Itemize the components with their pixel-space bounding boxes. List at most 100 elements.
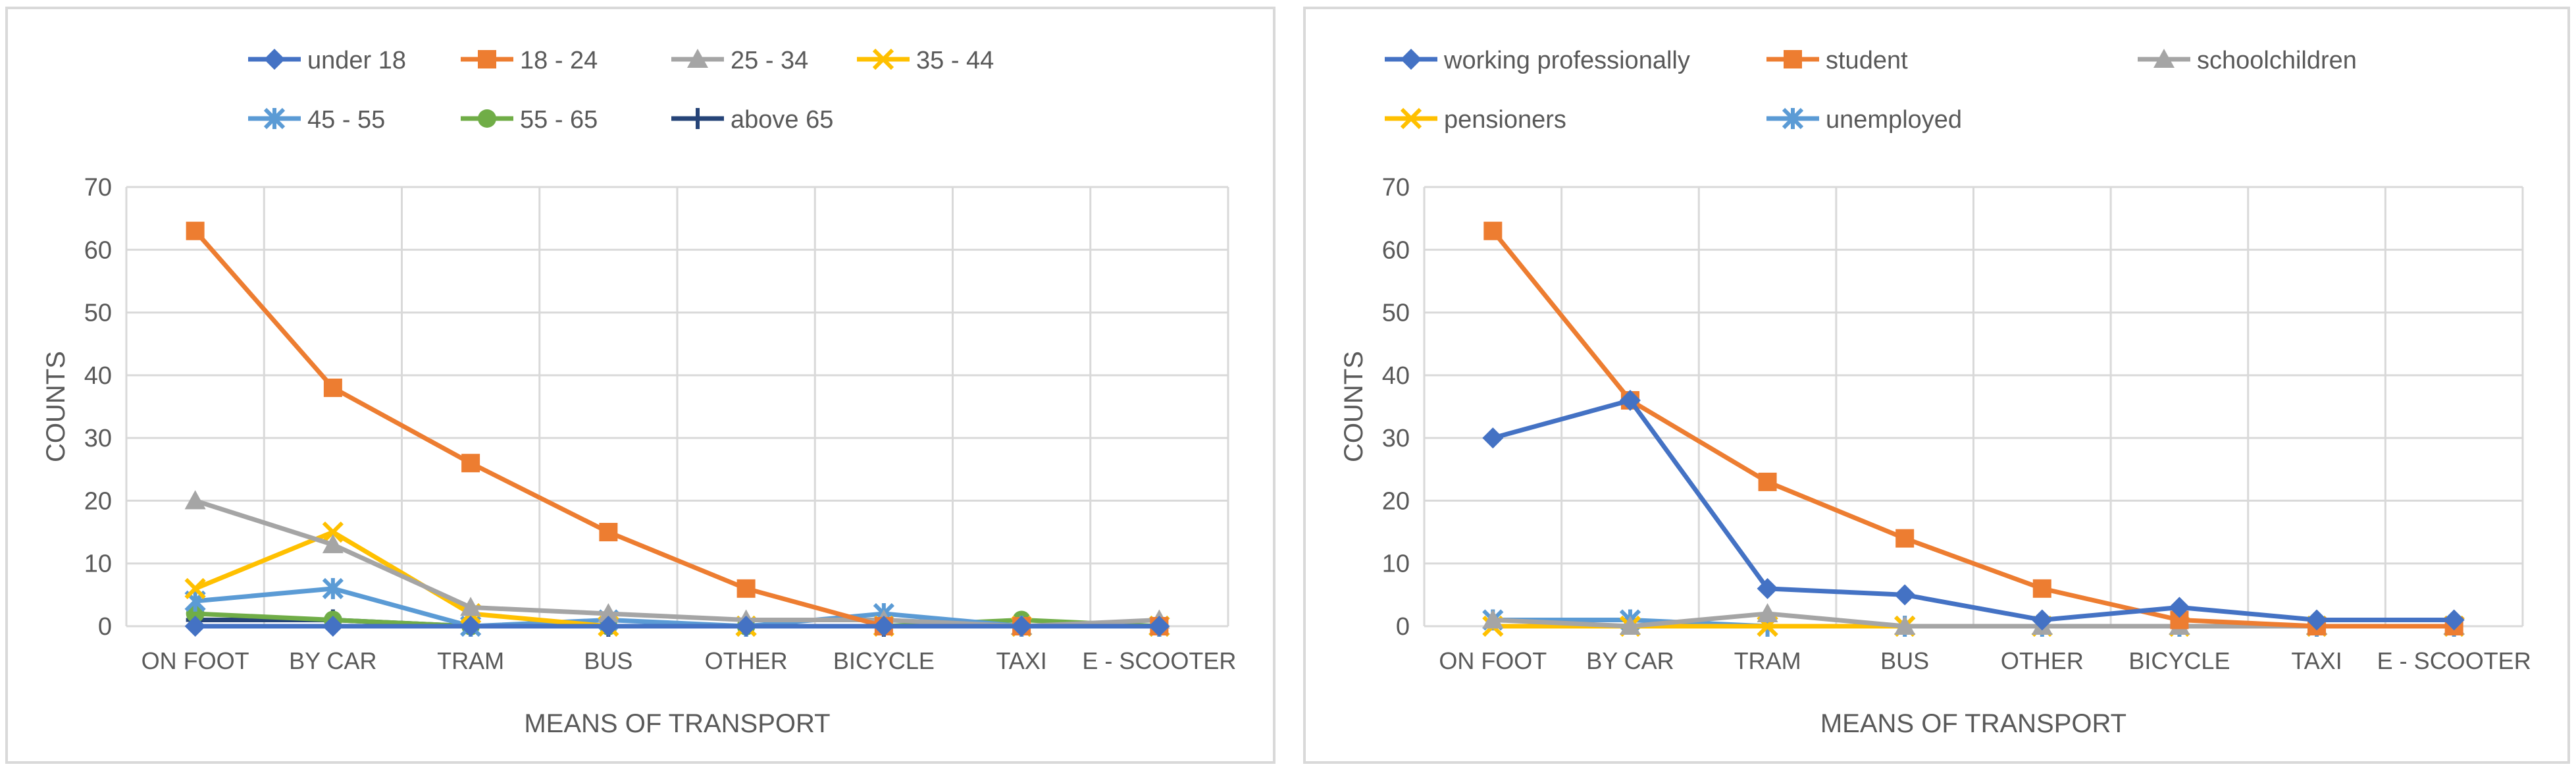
legend-item: 45 - 55 <box>248 106 385 134</box>
gridlines <box>1423 186 2524 628</box>
series-line <box>1492 398 2454 622</box>
legend-label: above 65 <box>731 106 833 134</box>
legend-label: 25 - 34 <box>731 47 808 74</box>
data-point <box>322 577 344 599</box>
data-point <box>460 616 482 637</box>
legend-item: 55 - 65 <box>461 106 598 134</box>
data-point <box>1895 529 1915 548</box>
data-point <box>1894 616 1916 635</box>
y-tick-label: 30 <box>1382 425 1410 452</box>
data-point <box>599 523 618 542</box>
y-axis-label: COUNTS <box>41 351 70 462</box>
legend-label: 55 - 65 <box>520 106 598 134</box>
x-tick-label: E - SCOOTER <box>1082 647 1236 674</box>
y-tick-label: 20 <box>1382 487 1410 515</box>
legend-item: unemployed <box>1766 106 1962 134</box>
data-point <box>1619 616 1641 635</box>
x-axis-label: MEANS OF TRANSPORT <box>524 709 830 738</box>
legend-item: pensioners <box>1385 106 1566 134</box>
data-point <box>735 616 757 637</box>
legend-marker <box>478 50 496 68</box>
data-point <box>1757 577 1778 599</box>
legend-marker <box>1401 49 1422 70</box>
legend-label: under 18 <box>307 47 406 74</box>
data-point <box>460 597 482 616</box>
legend: working professionally student schoolchild… <box>1385 47 2357 134</box>
line-chart-age: 0 10 20 30 40 50 60 70 ON FOOT BY CAR TRAM BUS OTHER… <box>41 47 1236 738</box>
data-point <box>184 616 206 637</box>
x-tick-label: TRAM <box>437 647 504 674</box>
series-line <box>1491 229 2454 629</box>
y-tick-label: 60 <box>1382 236 1410 264</box>
legend-label: unemployed <box>1826 106 1962 134</box>
y-axis-label: COUNTS <box>1339 351 1368 462</box>
x-tick-label: ON FOOT <box>1439 647 1547 674</box>
x-tick-label: BICYCLE <box>833 647 935 674</box>
x-tick-label: ON FOOT <box>142 647 249 674</box>
data-point <box>323 378 342 397</box>
data-point <box>461 454 480 473</box>
y-tick-label: 50 <box>84 300 112 327</box>
legend-marker <box>1400 107 1422 130</box>
x-tick-label: OTHER <box>2001 647 2084 674</box>
data-point <box>322 521 344 543</box>
x-tick-label: BICYCLE <box>2128 647 2230 674</box>
data-point <box>736 579 756 598</box>
x-axis-label: MEANS OF TRANSPORT <box>1820 709 2126 738</box>
x-tick-label: BY CAR <box>289 647 376 674</box>
data-point <box>1011 616 1033 637</box>
data-point <box>1482 427 1504 449</box>
legend: under 18 18 - 24 25 - 34 35 - 44 45 - 55 55 -… <box>248 47 994 134</box>
x-tick-label: TAXI <box>996 647 1046 674</box>
legend-label: pensioners <box>1444 106 1566 134</box>
data-point <box>1148 616 1170 637</box>
legend-marker <box>478 109 496 128</box>
data-point <box>184 577 206 599</box>
y-tick-label: 20 <box>84 487 112 515</box>
data-point <box>322 534 344 554</box>
legend-item: schoolchildren <box>2138 47 2357 74</box>
data-point <box>1757 603 1778 622</box>
legend-label: 45 - 55 <box>307 106 385 134</box>
series-working-professionally <box>1482 389 2465 631</box>
legend-marker <box>688 108 707 129</box>
data-point <box>322 616 344 637</box>
x-tick-label: TRAM <box>1734 647 1801 674</box>
data-point <box>1758 472 1777 491</box>
legend-marker <box>687 49 708 68</box>
data-point <box>186 604 205 623</box>
data-point <box>598 616 619 637</box>
data-point <box>2306 609 2328 631</box>
data-point <box>2031 609 2053 631</box>
data-point <box>1894 584 1916 606</box>
chart-panel-age: 0 10 20 30 40 50 60 70 ON FOOT BY CAR TRAM BUS OTHER… <box>5 7 1275 764</box>
x-tick-label: TAXI <box>2291 647 2342 674</box>
data-point <box>1483 221 1503 240</box>
data-point <box>2032 579 2051 598</box>
y-tick-label: 0 <box>1396 613 1410 641</box>
chart-panel-occupation: 0 10 20 30 40 50 60 70 ON FOOT BY CAR TRAM BUS OTHER… <box>1303 7 2570 764</box>
legend-marker <box>1784 50 1802 68</box>
line-chart-occupation: 0 10 20 30 40 50 60 70 ON FOOT BY CAR TRAM BUS OTHER… <box>1339 47 2531 738</box>
legend-item: 35 - 44 <box>857 47 994 74</box>
series-under-18 <box>184 616 1170 637</box>
y-tick-label: 10 <box>84 550 112 578</box>
legend-marker <box>1782 107 1804 130</box>
y-tick-label: 70 <box>1382 174 1410 201</box>
legend-item: under 18 <box>248 47 406 74</box>
legend-marker <box>263 107 286 130</box>
data-point <box>1619 389 1641 411</box>
x-tick-label: OTHER <box>705 647 788 674</box>
legend-label: 18 - 24 <box>520 47 598 74</box>
legend-label: student <box>1826 47 1908 74</box>
x-tick-label: BUS <box>584 647 632 674</box>
legend-item: 18 - 24 <box>461 47 598 74</box>
x-tick-label: BY CAR <box>1586 647 1674 674</box>
data-point <box>2169 597 2190 618</box>
data-point <box>873 616 894 637</box>
y-tick-label: 70 <box>84 174 112 201</box>
legend-marker <box>264 49 285 70</box>
legend-item: 25 - 34 <box>671 47 808 74</box>
legend-item: above 65 <box>671 106 833 134</box>
y-tick-label: 30 <box>84 425 112 452</box>
